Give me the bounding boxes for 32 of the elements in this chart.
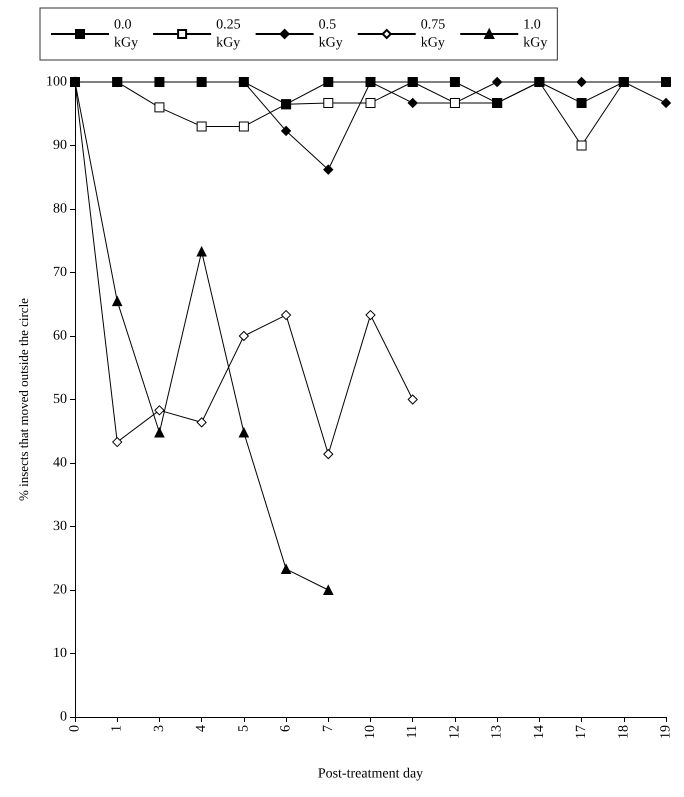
y-tick-label: 40 (53, 456, 67, 470)
y-tick-label: 70 (53, 265, 67, 280)
y-tick-label: 60 (53, 328, 67, 344)
y-tick-label: 20 (53, 582, 67, 598)
x-tick-label: 0 (68, 725, 82, 732)
x-tick-label: 6 (278, 725, 294, 732)
y-tick-label: 50 (53, 392, 67, 407)
x-tick-label: 7 (320, 725, 336, 732)
x-tick-label: 19 (658, 725, 674, 739)
x-tick-label: 1 (110, 725, 125, 732)
legend-label: 0.75 kGy (420, 18, 446, 50)
y-axis-title: % insects that moved outside the circle (16, 298, 31, 501)
x-tick-label: 5 (236, 725, 252, 732)
legend-label: 0.25 kGy (216, 18, 241, 50)
x-tick-label: 17 (574, 725, 590, 739)
legend-label: 0.0 kGy (114, 18, 138, 50)
x-tick-label: 13 (490, 725, 505, 739)
x-tick-label: 18 (616, 725, 632, 739)
x-axis-title: Post-treatment day (318, 766, 424, 782)
x-tick-label: 12 (447, 725, 462, 739)
y-tick-label: 90 (53, 138, 67, 153)
x-tick-label: 4 (194, 725, 210, 732)
legend-label: 1.0 kGy (523, 18, 548, 50)
y-tick-label: 10 (53, 646, 67, 661)
x-tick-label: 10 (363, 725, 378, 739)
x-tick-label: 3 (152, 725, 167, 732)
x-tick-label: 14 (532, 725, 547, 739)
y-tick-label: 30 (53, 519, 67, 534)
legend-label: 0.5 kGy (318, 18, 343, 50)
y-tick-label: 80 (53, 202, 67, 216)
x-tick-label: 11 (405, 725, 420, 738)
y-tick-label: 100 (46, 74, 67, 90)
